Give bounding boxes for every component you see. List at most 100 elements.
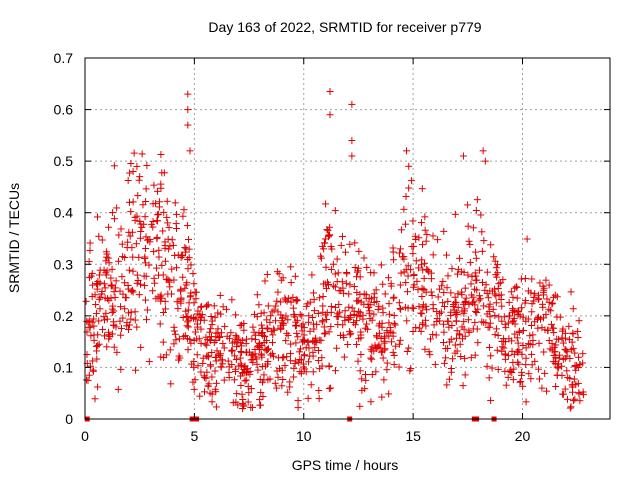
data-point [157, 184, 165, 192]
data-point [155, 271, 163, 279]
data-point [82, 297, 90, 305]
data-point [390, 311, 398, 319]
data-point [471, 269, 479, 277]
data-point [110, 215, 118, 223]
data-point-outlier [479, 147, 487, 155]
data-point [460, 268, 468, 276]
data-point [237, 348, 245, 356]
data-point [540, 314, 548, 322]
data-point [103, 343, 111, 351]
data-point [528, 275, 536, 283]
data-point [544, 326, 552, 334]
data-point [339, 321, 347, 329]
data-point [569, 397, 577, 405]
data-point [337, 241, 345, 249]
data-point [514, 339, 522, 347]
data-point [163, 213, 171, 221]
data-point [293, 296, 301, 304]
data-point [197, 303, 205, 311]
data-point [297, 356, 305, 364]
data-point [552, 382, 560, 390]
data-point [317, 252, 325, 260]
data-point [118, 240, 126, 248]
data-point [127, 315, 135, 323]
data-point [154, 293, 162, 301]
data-point [464, 316, 472, 324]
data-point [487, 352, 495, 360]
data-point [283, 329, 291, 337]
data-point [249, 323, 257, 331]
data-point [483, 268, 491, 276]
data-point [418, 185, 426, 193]
data-point [388, 338, 396, 346]
data-point [461, 299, 469, 307]
data-point [558, 327, 566, 335]
data-point [482, 319, 490, 327]
data-point [258, 341, 266, 349]
data-point [292, 339, 300, 347]
data-point [527, 375, 535, 383]
data-point [453, 347, 461, 355]
data-point [142, 197, 150, 205]
data-point [334, 269, 342, 277]
data-point [89, 366, 97, 374]
data-point [203, 341, 211, 349]
data-point [190, 385, 198, 393]
data-point [302, 368, 310, 376]
data-point [506, 312, 514, 320]
data-point [536, 279, 544, 287]
data-point [281, 362, 289, 370]
data-point [383, 329, 391, 337]
data-point [304, 318, 312, 326]
data-point [186, 293, 194, 301]
data-point [360, 254, 368, 262]
data-point [524, 287, 532, 295]
data-point [96, 305, 104, 313]
data-point [194, 310, 202, 318]
data-point [297, 345, 305, 353]
data-point [133, 212, 141, 220]
data-point [571, 395, 579, 403]
data-point [535, 313, 543, 321]
data-point [471, 318, 479, 326]
data-point [522, 344, 530, 352]
data-point [102, 271, 110, 279]
data-point [206, 361, 214, 369]
data-point [425, 348, 433, 356]
data-point [264, 302, 272, 310]
data-point [547, 307, 555, 315]
data-point [94, 281, 102, 289]
data-point [576, 361, 584, 369]
data-point [171, 199, 179, 207]
data-point [520, 326, 528, 334]
data-point [263, 337, 271, 345]
data-point [379, 354, 387, 362]
data-point [263, 316, 271, 324]
data-point [548, 340, 556, 348]
data-point [450, 306, 458, 314]
data-point [534, 295, 542, 303]
data-point [133, 271, 141, 279]
data-point [529, 341, 537, 349]
data-point [174, 251, 182, 259]
data-point [519, 382, 527, 390]
data-point [95, 317, 103, 325]
data-point [177, 295, 185, 303]
data-point [116, 287, 124, 295]
data-point [321, 235, 329, 243]
data-point [381, 290, 389, 298]
data-point [112, 323, 120, 331]
data-point [263, 270, 271, 278]
data-point [389, 332, 397, 340]
data-point [367, 398, 375, 406]
data-point [510, 314, 518, 322]
data-point [461, 354, 469, 362]
data-point [155, 253, 163, 261]
data-point [105, 223, 113, 231]
data-point [535, 295, 543, 303]
data-point [293, 316, 301, 324]
data-point [500, 335, 508, 343]
data-point [575, 353, 583, 361]
data-point [161, 238, 169, 246]
